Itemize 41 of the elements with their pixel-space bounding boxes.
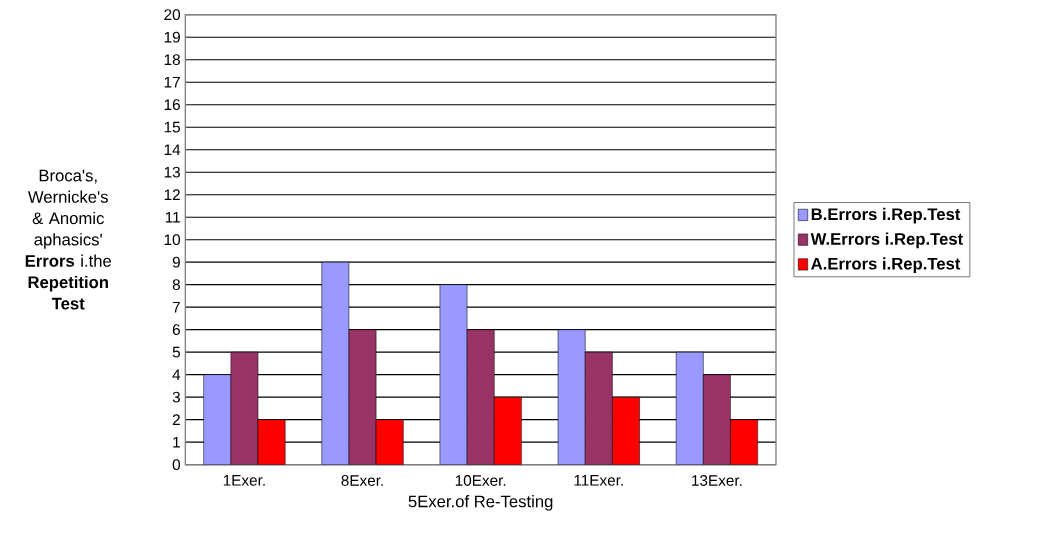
bar — [439, 284, 468, 465]
y-tick-label: 19 — [164, 31, 180, 43]
bar — [203, 374, 232, 465]
y-tick-label: 17 — [164, 76, 180, 88]
y-tick-label: 6 — [172, 324, 180, 336]
y-tick-label: 20 — [164, 9, 181, 21]
bar — [584, 351, 613, 465]
y-tick-label: 4 — [172, 369, 181, 380]
y-tick-label: 12 — [164, 189, 180, 201]
x-tick-label: 1Exer. — [223, 475, 265, 486]
y-tick-label: 9 — [172, 256, 180, 268]
x-tick-label: 8Exer. — [341, 475, 383, 486]
y-axis-title: Broca's, Wernicke's & Anomic aphasics' Errors i.the Repetition Test — [25, 169, 112, 310]
x-tick-label: 13Exer. — [692, 475, 742, 486]
x-axis-title: 5Exer.of Re-Testing — [408, 495, 553, 511]
legend-label: B.Errors i.Rep.Test — [811, 207, 961, 224]
y-tick-label: 8 — [172, 279, 180, 291]
y-tick-label: 3 — [172, 391, 180, 403]
y-tick-label: 1 — [173, 436, 180, 448]
bar — [466, 329, 495, 465]
y-tick-label: 14 — [164, 144, 181, 155]
y-tick-label: 15 — [164, 121, 180, 133]
legend-label: A.Errors i.Rep.Test — [811, 257, 961, 273]
y-tick-label: 2 — [172, 414, 180, 426]
y-tick-label: 5 — [172, 346, 180, 358]
x-tick-label: 11Exer. — [574, 475, 623, 486]
y-tick-label: 0 — [172, 459, 181, 471]
y-tick-label: 13 — [164, 166, 180, 178]
y-tick-label: 11 — [165, 211, 180, 223]
y-tick-label: 10 — [164, 234, 181, 246]
bar — [321, 261, 350, 465]
legend-label: W.Errors i.Rep.Test — [810, 232, 963, 249]
bar — [557, 329, 586, 465]
y-tick-label: 7 — [172, 301, 180, 313]
bar — [348, 329, 377, 465]
y-tick-label: 16 — [164, 99, 180, 111]
bar — [703, 374, 731, 465]
bar — [230, 351, 259, 465]
x-tick-label: 10Exer. — [455, 475, 506, 486]
y-tick-label: 18 — [164, 54, 180, 66]
bar — [675, 351, 704, 465]
